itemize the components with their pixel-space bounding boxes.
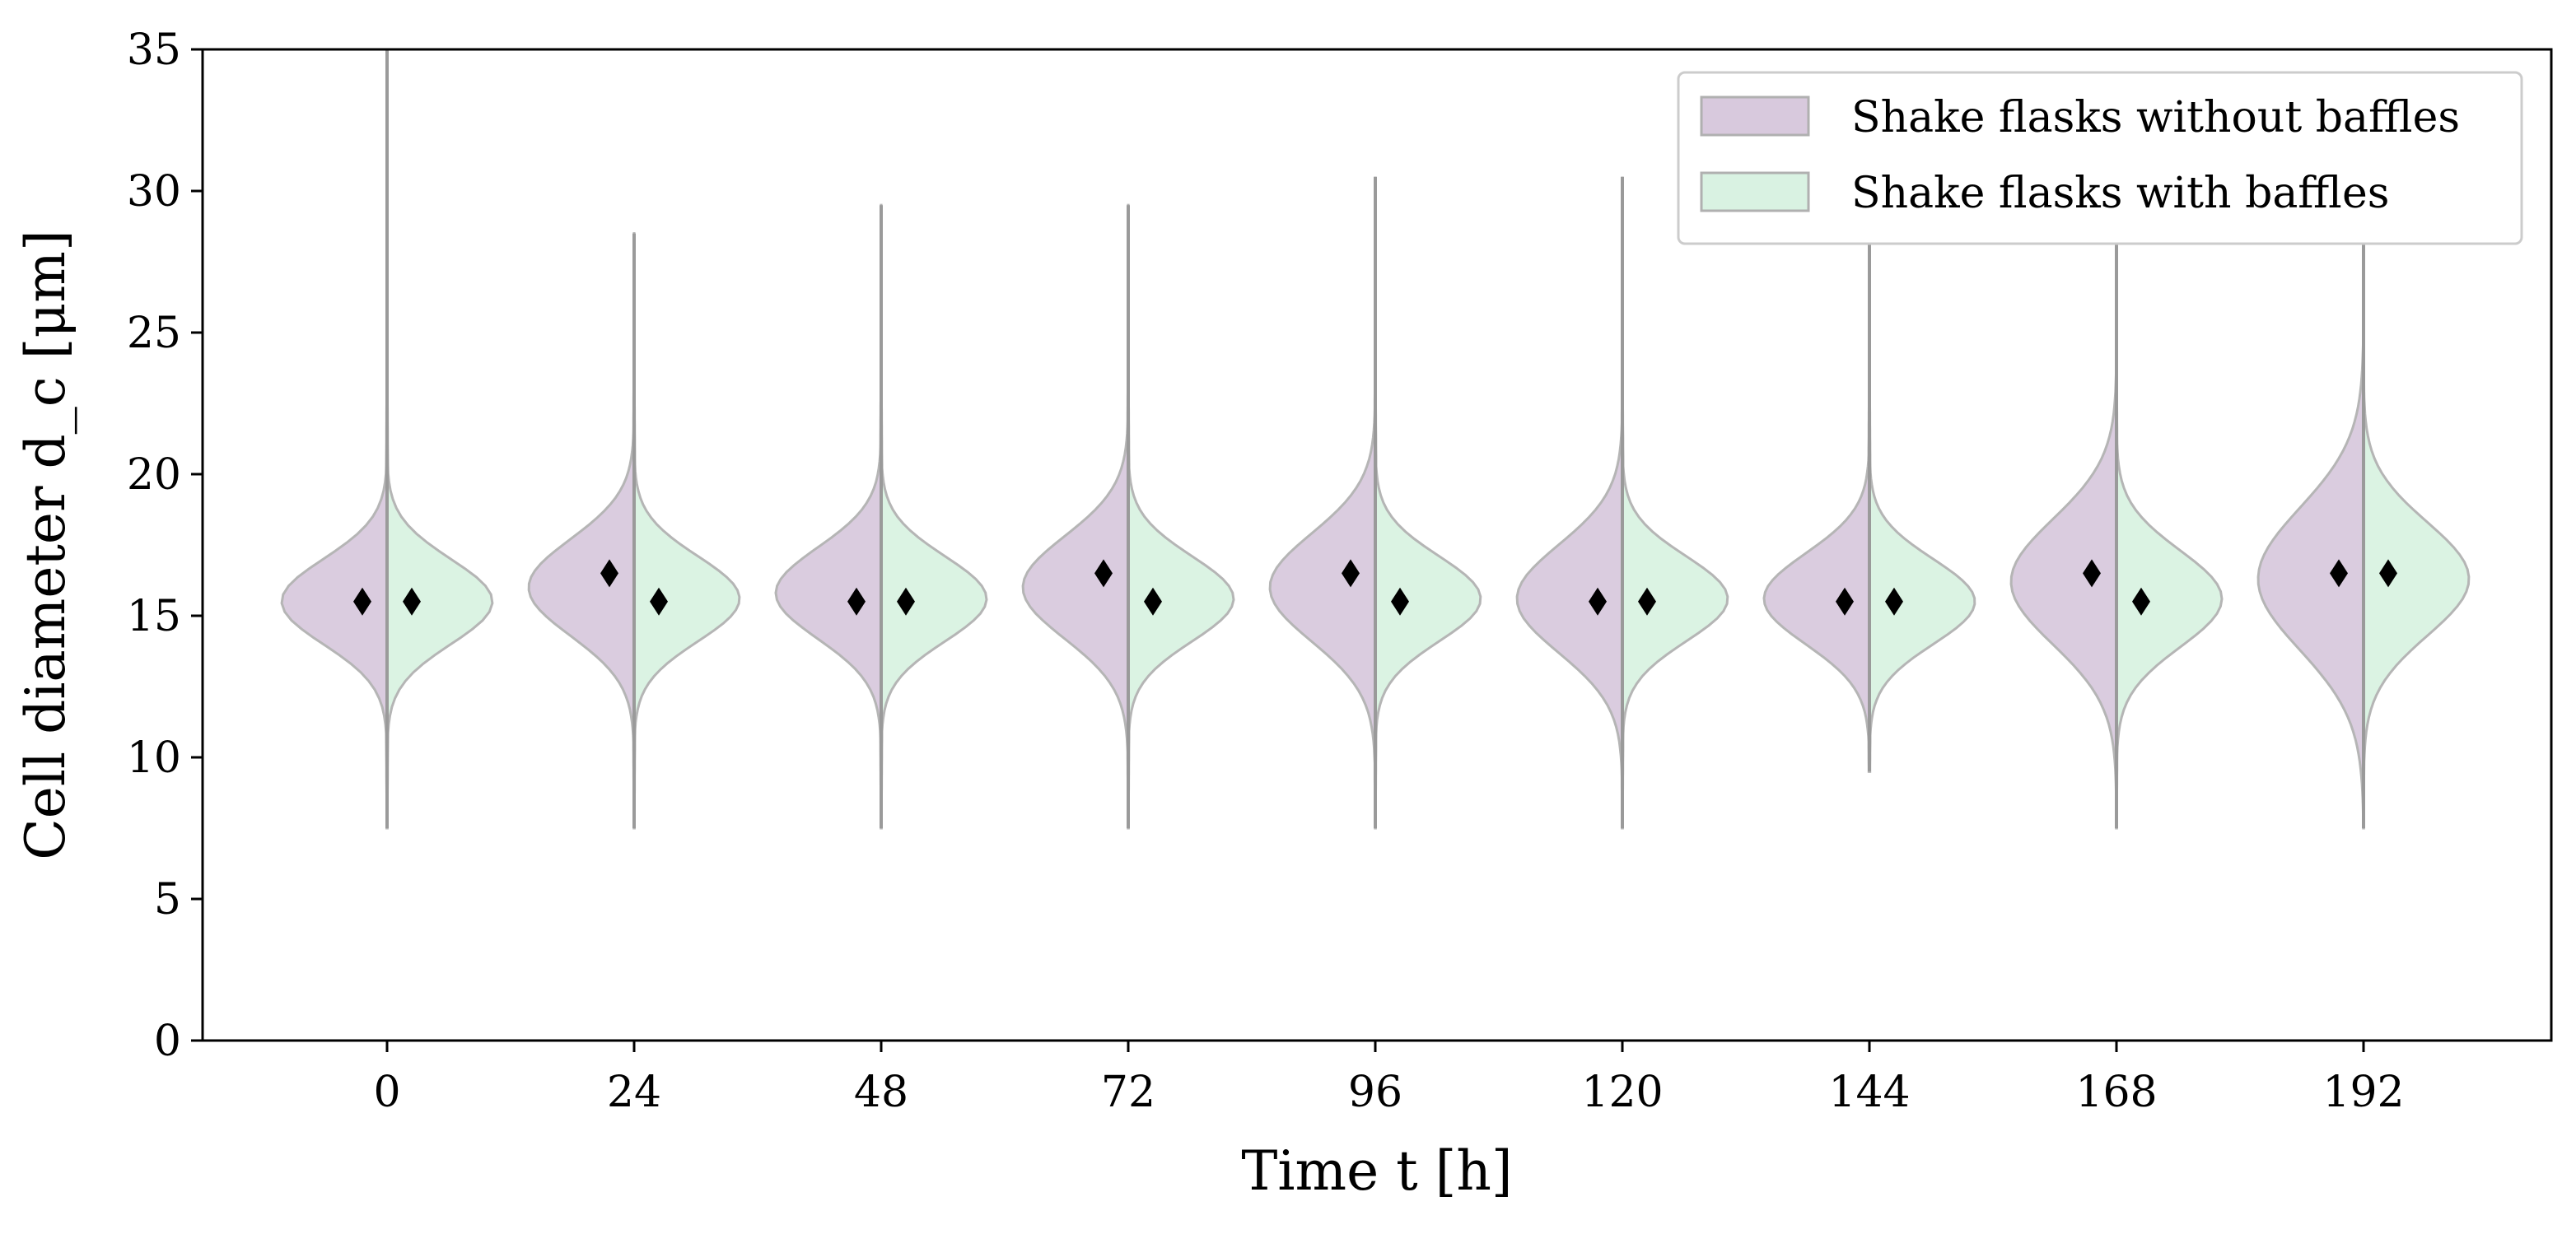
mean-marker-without-baffles-t24 [600, 559, 618, 588]
legend-label-without-baffles: Shake flasks without baffles [1851, 93, 2460, 142]
mean-marker-with-baffles-t192 [2379, 559, 2397, 588]
x-tick-label: 192 [2322, 1068, 2404, 1117]
means-layer [353, 559, 2397, 616]
x-tick-label: 120 [1581, 1068, 1663, 1117]
x-axis-ticks: 0 24 48 72 96 120 144 168 192 [373, 1041, 2405, 1117]
legend-swatch-with-baffles [1700, 171, 1810, 212]
mean-marker-with-baffles-t168 [2132, 587, 2150, 616]
mean-marker-without-baffles-t120 [1589, 587, 1607, 616]
mean-marker-without-baffles-t168 [2083, 559, 2101, 588]
y-tick-label: 0 [154, 1017, 181, 1066]
y-tick-label: 20 [127, 450, 181, 500]
mean-marker-without-baffles-t72 [1094, 559, 1113, 588]
x-tick-label: 72 [1101, 1068, 1155, 1117]
y-tick-label: 5 [154, 875, 181, 924]
mean-marker-with-baffles-t120 [1638, 587, 1656, 616]
mean-marker-without-baffles-t48 [847, 587, 866, 616]
y-axis-label: Cell diameter d_c [μm] [14, 230, 77, 859]
mean-marker-with-baffles-t96 [1391, 587, 1409, 616]
x-tick-label: 24 [607, 1068, 661, 1117]
mean-marker-without-baffles-t96 [1342, 559, 1360, 588]
mean-marker-with-baffles-t48 [897, 587, 915, 616]
mean-marker-with-baffles-t72 [1144, 587, 1162, 616]
violins-layer [280, 49, 2471, 830]
legend-frame [1677, 71, 2523, 245]
mean-marker-with-baffles-t144 [1885, 587, 1903, 616]
y-tick-label: 15 [127, 592, 181, 641]
mean-marker-without-baffles-t192 [2330, 559, 2348, 588]
y-tick-label: 35 [127, 26, 181, 75]
y-tick-label: 30 [127, 167, 181, 217]
mean-marker-with-baffles-t24 [650, 587, 668, 616]
y-tick-label: 25 [127, 309, 181, 358]
legend-label-with-baffles: Shake flasks with baffles [1851, 169, 2389, 218]
x-tick-label: 168 [2075, 1068, 2157, 1117]
mean-marker-without-baffles-t144 [1836, 587, 1854, 616]
x-tick-label: 96 [1348, 1068, 1402, 1117]
legend-swatch-without-baffles [1700, 95, 1810, 137]
x-tick-label: 144 [1828, 1068, 1910, 1117]
legend: Shake flasks without baffles Shake flask… [1677, 71, 2523, 245]
mean-marker-with-baffles-t0 [403, 587, 421, 616]
y-tick-label: 10 [127, 733, 181, 783]
y-axis-ticks: 0 5 10 15 20 25 30 35 [127, 26, 203, 1066]
x-axis-label: Time t [h] [1241, 1139, 1512, 1203]
plot-frame [201, 48, 2553, 1042]
x-tick-label: 48 [854, 1068, 908, 1117]
mean-marker-without-baffles-t0 [353, 587, 371, 616]
x-tick-label: 0 [373, 1068, 400, 1117]
